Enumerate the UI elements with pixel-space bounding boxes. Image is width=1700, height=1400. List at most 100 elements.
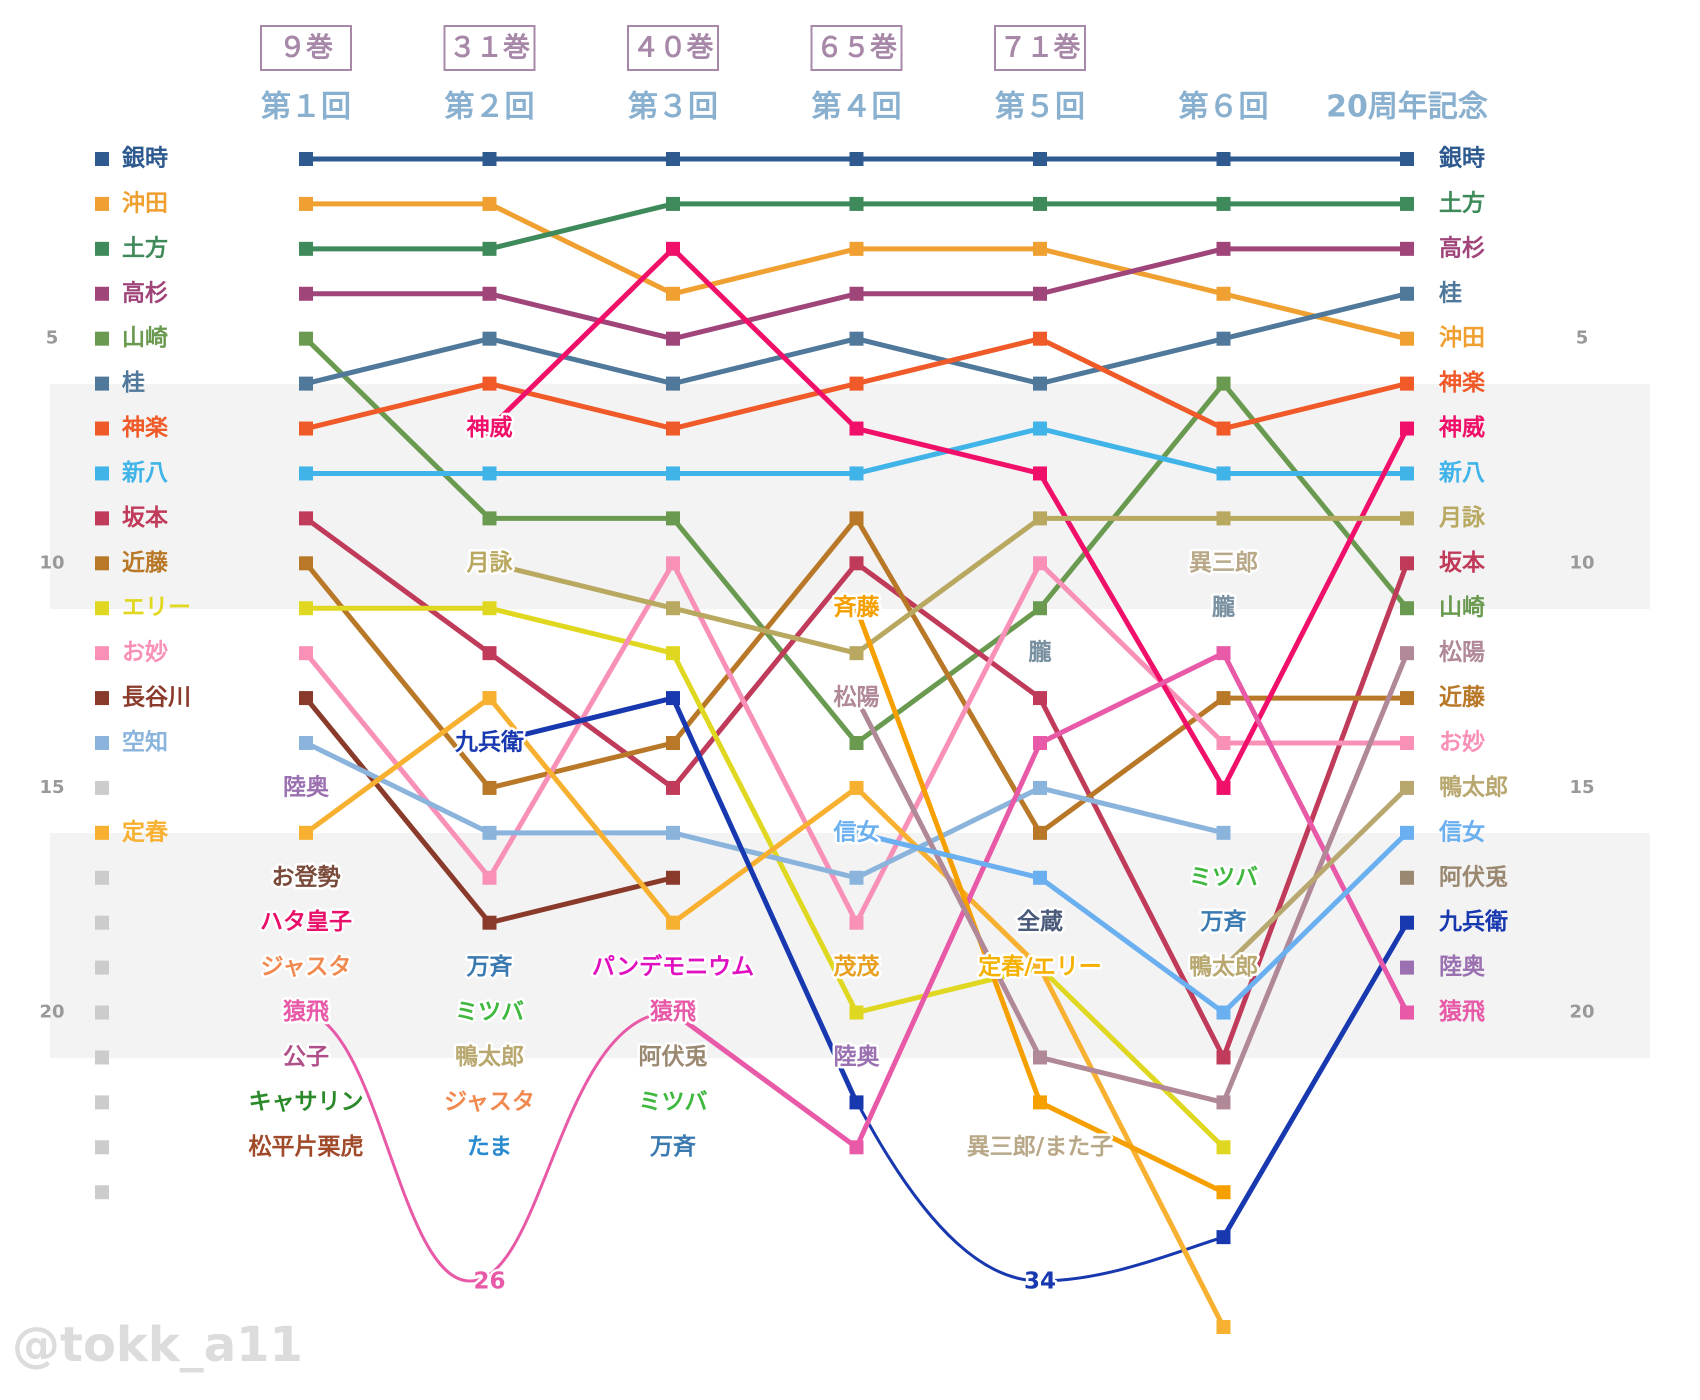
annotation: 松陽 [834, 685, 880, 711]
rank-point [1216, 466, 1231, 481]
rank-point [1400, 241, 1414, 256]
annotation: 阿伏兎 [639, 1043, 708, 1070]
rank-point [666, 376, 680, 391]
rank-point [1216, 421, 1231, 436]
rank-point [1400, 646, 1414, 661]
round-label: 20周年記念 [1326, 90, 1488, 125]
legend-swatch [95, 466, 109, 481]
rank-point [849, 870, 864, 885]
rank-point [666, 241, 680, 256]
legend-label: 長谷川 [122, 685, 191, 711]
legend-swatch [95, 960, 109, 975]
rank-point [666, 421, 680, 436]
rank-point [666, 152, 680, 166]
rank-point [666, 780, 680, 795]
rank-point [482, 152, 497, 166]
rank-point [1400, 466, 1414, 481]
series-line [487, 246, 1410, 791]
right-label: お妙 [1439, 729, 1485, 756]
annotation: 朧 [1212, 594, 1235, 621]
rank-point [666, 466, 680, 481]
right-label: 信女 [1438, 818, 1485, 845]
annotation: ミツバ [455, 999, 524, 1025]
rank-point [849, 1140, 864, 1155]
volume-label: ９巻 [279, 33, 333, 64]
rank-point [482, 421, 497, 436]
lines [299, 152, 1414, 1334]
right-label: 高杉 [1439, 234, 1485, 261]
legend-label: 空知 [122, 729, 168, 756]
round-label: 第３回 [628, 90, 718, 125]
annotation: ジャスタ [261, 954, 352, 980]
y-tick-label: 20 [1569, 1002, 1594, 1023]
rank-point [299, 691, 313, 706]
legend-swatch [95, 241, 109, 256]
round-label: 第２回 [445, 90, 535, 125]
rank-point [1216, 1320, 1231, 1334]
offchart-curve [305, 1010, 674, 1283]
rank-point [1216, 241, 1231, 256]
y-tick-label: 10 [1569, 552, 1594, 573]
rank-point [849, 780, 864, 795]
volume-box [994, 25, 1086, 71]
rank-point [1216, 1050, 1231, 1065]
legend-label: 高杉 [122, 279, 168, 306]
rank-point [1216, 960, 1231, 975]
legend-swatch [95, 1185, 109, 1200]
rank-point [1400, 511, 1414, 526]
rank-point [1033, 780, 1047, 795]
rank-point [1400, 1005, 1414, 1020]
volume-label: ４０巻 [633, 33, 714, 64]
rank-point [1033, 1095, 1047, 1110]
rank-point [1216, 646, 1231, 661]
band [50, 833, 1650, 1058]
rank-point [482, 286, 497, 301]
rank-point [849, 331, 864, 346]
annotation: 定春/エリー [978, 954, 1101, 980]
rank-point [666, 736, 680, 750]
legend-swatch [95, 825, 109, 840]
rank-point [482, 870, 497, 885]
rank-point [1216, 511, 1231, 526]
legend-swatch [95, 646, 109, 661]
rank-point [849, 196, 864, 211]
rank-point [299, 466, 313, 481]
rank-point [1400, 601, 1414, 616]
legend-label: お妙 [122, 639, 168, 666]
rank-point [1033, 152, 1047, 166]
annotation: 猿飛 [282, 999, 329, 1025]
rank-point [849, 1095, 864, 1110]
rank-point [482, 196, 497, 211]
annotation: 陸奥 [834, 1043, 881, 1070]
rank-point [1400, 421, 1414, 436]
annotation: 34 [1024, 1269, 1056, 1295]
offchart-curve [855, 1101, 1225, 1283]
right-label: 坂本 [1439, 550, 1486, 576]
annotation: ジャスタ [444, 1089, 535, 1115]
legend-label: 山崎 [122, 325, 168, 351]
rank-point [1400, 825, 1414, 840]
volume-label: ７１巻 [1000, 33, 1081, 64]
rank-point [1400, 915, 1414, 930]
annotation: 月詠 [466, 550, 514, 576]
legend-swatch [95, 601, 109, 616]
round-label: 第５回 [995, 90, 1085, 125]
legend-label: 銀時 [121, 146, 168, 172]
rank-point [1033, 691, 1047, 706]
volume-box [810, 25, 903, 71]
rank-point [849, 421, 864, 436]
y-tick-label: 5 [1576, 328, 1589, 349]
annotation: 万斉 [650, 1133, 696, 1160]
rank-point [1033, 601, 1047, 616]
rank-point [299, 825, 313, 840]
rank-point [666, 825, 680, 840]
annotation: 鴨太郎 [455, 1044, 524, 1070]
annotation: 陸奥 [283, 773, 330, 800]
rank-point [1033, 1050, 1047, 1065]
rank-point [482, 556, 497, 571]
rank-point [482, 646, 497, 661]
round-label: 第１回 [261, 90, 351, 125]
rank-point [482, 241, 497, 256]
rank-point [1216, 1185, 1231, 1200]
